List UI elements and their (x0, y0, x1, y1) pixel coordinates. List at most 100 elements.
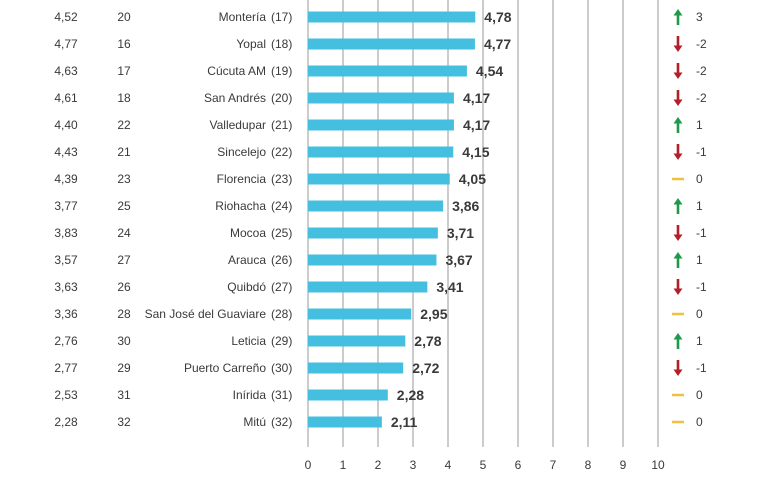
previous-rank: 16 (117, 37, 131, 51)
bar (308, 92, 454, 104)
city-name: Leticia (231, 334, 266, 348)
city-rank: (28) (271, 307, 292, 321)
x-tick-label: 6 (515, 458, 522, 472)
no-change-dash-icon (672, 393, 684, 397)
previous-rank: 23 (117, 172, 131, 186)
previous-rank: 26 (117, 280, 131, 294)
arrow-up-icon (673, 9, 683, 25)
bar-value-label: 2,78 (414, 333, 441, 349)
chart-row: 4,77 16 Yopal (18) 4,77 -2 (54, 36, 707, 52)
arrow-down-icon (673, 63, 683, 79)
city-rank: (19) (271, 64, 292, 78)
chart-row: 3,57 27 Arauca (26) 3,67 1 (54, 252, 703, 268)
city-name: Arauca (228, 253, 266, 267)
bar (308, 200, 444, 212)
city-name: Quibdó (227, 280, 266, 294)
bar-value-label: 4,17 (463, 90, 490, 106)
rank-change: 1 (696, 334, 703, 348)
bar (308, 308, 412, 320)
previous-rank: 27 (117, 253, 131, 267)
previous-score: 4,77 (54, 37, 78, 51)
previous-rank: 17 (117, 64, 131, 78)
chart-row: 3,36 28 San José del Guaviare (28) 2,95 0 (54, 306, 703, 322)
rank-change: 3 (696, 10, 703, 24)
city-name: Yopal (236, 37, 266, 51)
bar-value-label: 2,72 (412, 360, 439, 376)
rank-change: 1 (696, 118, 703, 132)
chart-row: 4,63 17 Cúcuta AM (19) 4,54 -2 (54, 63, 707, 79)
city-rank: (21) (271, 118, 292, 132)
city-name: Puerto Carreño (184, 361, 266, 375)
city-rank: (25) (271, 226, 292, 240)
chart-rows: 4,52 20 Montería (17) 4,78 34,77 16 Yopal (18) 4,… (54, 9, 707, 430)
chart-row: 4,40 22 Valledupar (21) 4,17 1 (54, 117, 703, 133)
city-rank: (30) (271, 361, 292, 375)
rank-change: -2 (696, 91, 707, 105)
city-rank: (32) (271, 415, 292, 429)
previous-rank: 20 (117, 10, 131, 24)
previous-rank: 28 (117, 307, 131, 321)
previous-rank: 21 (117, 145, 131, 159)
city-name: San Andrés (204, 91, 266, 105)
arrow-down-icon (673, 225, 683, 241)
x-tick-label: 1 (340, 458, 347, 472)
arrow-up-icon (673, 198, 683, 214)
previous-score: 3,83 (54, 226, 78, 240)
x-tick-label: 0 (305, 458, 312, 472)
bar (308, 146, 454, 158)
chart-row: 3,83 24 Mocoa (25) 3,71 -1 (54, 225, 707, 241)
bar (308, 335, 406, 347)
bar (308, 281, 428, 293)
chart-row: 4,52 20 Montería (17) 4,78 3 (54, 9, 703, 25)
previous-score: 2,77 (54, 361, 78, 375)
previous-rank: 29 (117, 361, 131, 375)
city-name: Cúcuta AM (207, 64, 266, 78)
previous-rank: 30 (117, 334, 131, 348)
x-tick-label: 2 (375, 458, 382, 472)
arrow-down-icon (673, 279, 683, 295)
chart-row: 2,28 32 Mitú (32) 2,11 0 (54, 414, 703, 430)
bar-value-label: 2,28 (397, 387, 424, 403)
arrow-down-icon (673, 90, 683, 106)
rank-change: -1 (696, 145, 707, 159)
city-rank: (22) (271, 145, 292, 159)
bar-value-label: 3,71 (447, 225, 474, 241)
city-name: Montería (219, 10, 267, 24)
arrow-down-icon (673, 360, 683, 376)
arrow-up-icon (673, 252, 683, 268)
rank-change: -2 (696, 37, 707, 51)
bar (308, 416, 382, 428)
rank-change: 0 (696, 172, 703, 186)
city-rank: (23) (271, 172, 292, 186)
bar (308, 254, 437, 266)
bar-value-label: 3,67 (445, 252, 472, 268)
city-name: Mocoa (230, 226, 266, 240)
previous-score: 3,77 (54, 199, 78, 213)
chart-row: 3,63 26 Quibdó (27) 3,41 -1 (54, 279, 707, 295)
chart-row: 2,76 30 Leticia (29) 2,78 1 (54, 333, 703, 349)
city-rank: (29) (271, 334, 292, 348)
previous-score: 3,63 (54, 280, 78, 294)
bar-value-label: 2,11 (391, 414, 418, 430)
bar (308, 11, 476, 23)
bar (308, 362, 404, 374)
city-name: Sincelejo (217, 145, 266, 159)
city-rank: (18) (271, 37, 292, 51)
bar-value-label: 4,78 (484, 9, 511, 25)
previous-score: 4,52 (54, 10, 78, 24)
no-change-dash-icon (672, 420, 684, 424)
rank-change: -2 (696, 64, 707, 78)
previous-score: 2,53 (54, 388, 78, 402)
arrow-down-icon (673, 144, 683, 160)
city-rank: (24) (271, 199, 292, 213)
city-rank: (27) (271, 280, 292, 294)
previous-score: 4,63 (54, 64, 78, 78)
no-change-dash-icon (672, 177, 684, 181)
previous-score: 4,40 (54, 118, 78, 132)
bar-value-label: 2,95 (420, 306, 447, 322)
city-name: Riohacha (215, 199, 266, 213)
rank-change: 0 (696, 388, 703, 402)
x-tick-label: 4 (445, 458, 452, 472)
bar-value-label: 4,77 (484, 36, 511, 52)
